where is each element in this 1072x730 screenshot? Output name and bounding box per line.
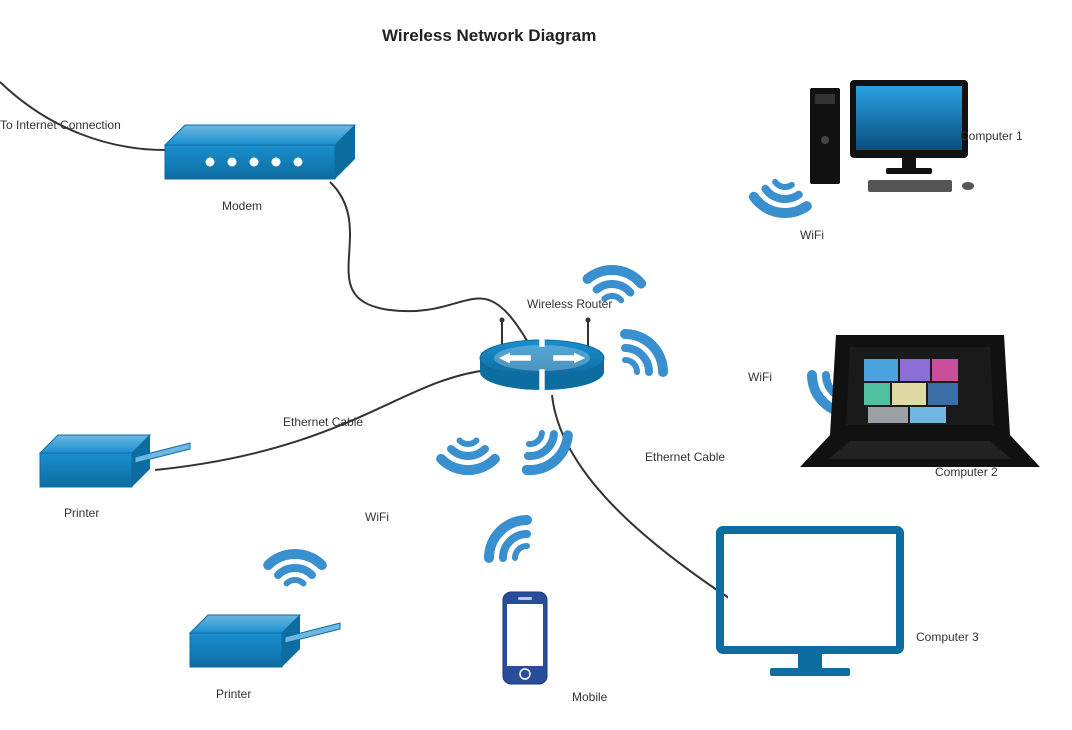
router-label: Wireless Router (527, 297, 597, 311)
modem-label: Modem (222, 199, 262, 213)
printer2-label: Printer (216, 687, 251, 701)
network-diagram: Wireless Network Diagram To Internet Con… (0, 0, 1072, 730)
edge-label-wifi2: WiFi (748, 370, 772, 384)
internet-label: To Internet Connection (0, 118, 121, 132)
edge-label-ethernet1: Ethernet Cable (283, 415, 363, 429)
edge-label-wifi3: WiFi (365, 510, 389, 524)
edge-label-ethernet2: Ethernet Cable (645, 450, 725, 464)
mobile-label: Mobile (572, 690, 607, 704)
computer3-label: Computer 3 (916, 630, 979, 644)
computer1-label: Computer 1 (960, 129, 1023, 143)
edge-label-wifi1: WiFi (800, 228, 824, 242)
diagram-canvas (0, 0, 1072, 730)
printer1-label: Printer (64, 506, 99, 520)
computer2-label: Computer 2 (935, 465, 998, 479)
